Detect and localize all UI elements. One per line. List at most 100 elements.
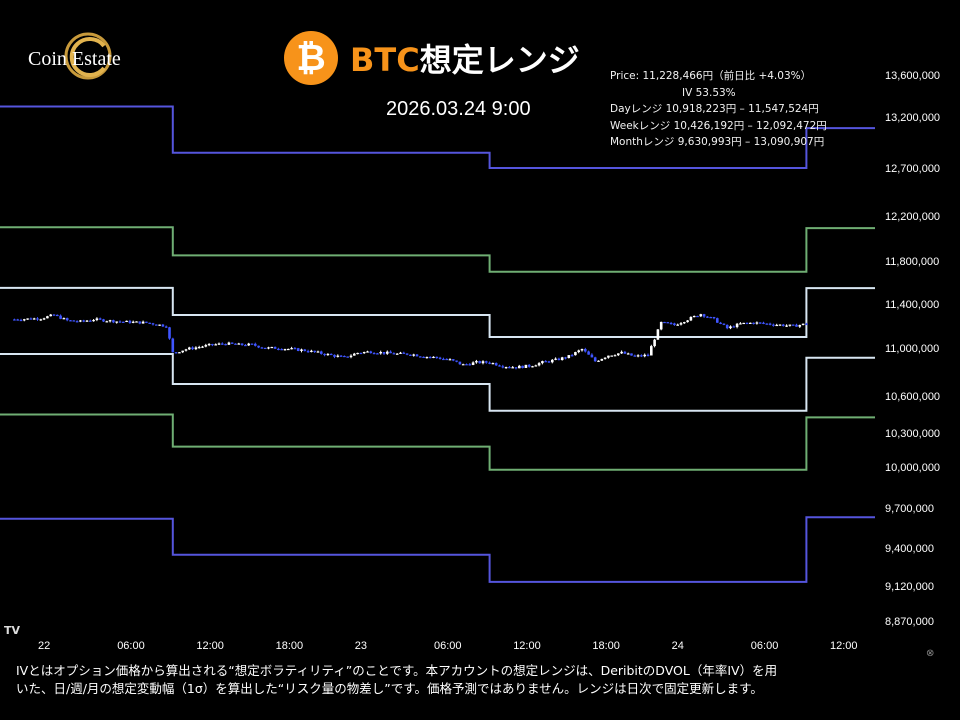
- candle-body: [623, 351, 627, 354]
- candle-body: [349, 355, 353, 358]
- candle-body: [128, 320, 132, 323]
- candle-body: [448, 359, 452, 361]
- candle-body: [382, 352, 386, 354]
- candle-body: [702, 314, 706, 317]
- candle-body: [732, 326, 736, 328]
- candle-body: [95, 318, 99, 321]
- candle-body: [656, 329, 660, 340]
- title-accent: BTC: [350, 41, 420, 79]
- coin-estate-logo: Coin Estate: [18, 26, 158, 86]
- candle-body: [646, 354, 650, 356]
- x-tick-label: 12:00: [196, 640, 224, 652]
- candle-body: [316, 351, 320, 353]
- candle-body: [145, 321, 148, 323]
- candle-body: [442, 358, 445, 361]
- candle-body: [422, 356, 425, 359]
- candle-body: [749, 322, 752, 324]
- candle-body: [184, 349, 188, 351]
- logo-text: Coin Estate: [28, 48, 121, 70]
- candle-body: [663, 321, 666, 324]
- candle-body: [636, 355, 640, 357]
- candle-body: [125, 320, 128, 323]
- candle-body: [399, 352, 402, 354]
- candle-body: [432, 356, 435, 359]
- info-week-range: Weekレンジ 10,426,192円 – 12,092,472円: [610, 119, 827, 132]
- candle-body: [122, 321, 125, 323]
- candle-body: [498, 365, 501, 367]
- candle-body: [386, 351, 389, 354]
- candle-body: [468, 364, 472, 366]
- candle-body: [725, 324, 729, 329]
- candle-body: [768, 323, 772, 325]
- candle-body: [564, 357, 567, 359]
- y-tick-label: 10,600,000: [885, 391, 940, 403]
- x-tick-label: 06:00: [751, 640, 779, 652]
- candle-body: [174, 352, 178, 354]
- bitcoin-icon: ₿: [284, 31, 338, 85]
- candle-body: [719, 322, 722, 324]
- candle-body: [722, 323, 726, 325]
- candle-body: [650, 346, 653, 356]
- candle-body: [52, 314, 56, 316]
- candle-body: [752, 322, 755, 324]
- candle-body: [211, 343, 214, 346]
- candle-body: [402, 352, 406, 354]
- candle-body: [98, 318, 102, 320]
- candle-body: [85, 320, 89, 322]
- candle-body: [392, 353, 396, 355]
- y-axis-ticks: 13,600,000 13,200,000 12,700,000 12,200,000…: [885, 70, 940, 628]
- candle-body: [19, 319, 23, 322]
- candle-body: [633, 355, 637, 357]
- candle-body: [438, 357, 442, 359]
- candle-body: [151, 323, 155, 325]
- x-tick-label: 22: [38, 640, 50, 652]
- candle-body: [765, 323, 769, 325]
- candle-body: [758, 322, 762, 324]
- candle-body: [617, 353, 620, 356]
- range-line-month-lower: [0, 516, 875, 583]
- candle-body: [640, 355, 643, 357]
- candle-body: [171, 338, 175, 353]
- x-tick-label: 23: [355, 640, 367, 652]
- settings-icon[interactable]: ⊗: [926, 648, 935, 659]
- candle-body: [254, 343, 257, 346]
- y-tick-label: 9,700,000: [885, 503, 934, 515]
- timestamp: 2026.03.24 9:00: [386, 98, 531, 120]
- candle-body: [597, 360, 600, 362]
- candle-body: [471, 362, 475, 365]
- candle-body: [739, 323, 742, 325]
- candle-body: [79, 320, 82, 322]
- logo-emblem-icon: [64, 32, 112, 80]
- candle-body: [610, 355, 613, 357]
- candle-body: [584, 349, 587, 352]
- candle-body: [435, 356, 439, 359]
- candle-body: [336, 355, 340, 357]
- candle-body: [250, 343, 254, 345]
- candle-body: [590, 354, 594, 358]
- candle-body: [666, 322, 670, 324]
- info-month-range: Monthレンジ 9,630,993円 – 13,090,907円: [610, 136, 825, 148]
- range-line-day-lower: [0, 353, 875, 412]
- candle-body: [570, 355, 574, 357]
- candle-body: [729, 326, 732, 329]
- range-lines: [0, 105, 875, 583]
- candle-body: [475, 361, 478, 363]
- candle-body: [290, 348, 293, 350]
- title-bar: ₿ BTC想定レンジ: [284, 30, 580, 86]
- candle-body: [118, 321, 122, 323]
- candle-body: [161, 324, 165, 327]
- candle-body: [181, 350, 184, 353]
- candle-body: [62, 318, 66, 320]
- candle-body: [659, 321, 663, 330]
- candle-body: [580, 349, 584, 351]
- candle-body: [148, 322, 151, 324]
- candle-body: [567, 355, 571, 359]
- x-tick-label: 18:00: [592, 640, 620, 652]
- candle-body: [194, 347, 198, 350]
- tradingview-logo-icon: 𝗧𝗩: [4, 624, 21, 637]
- candle-body: [445, 358, 448, 361]
- candle-body: [574, 352, 577, 356]
- candle-body: [494, 363, 498, 366]
- candle-body: [514, 367, 518, 369]
